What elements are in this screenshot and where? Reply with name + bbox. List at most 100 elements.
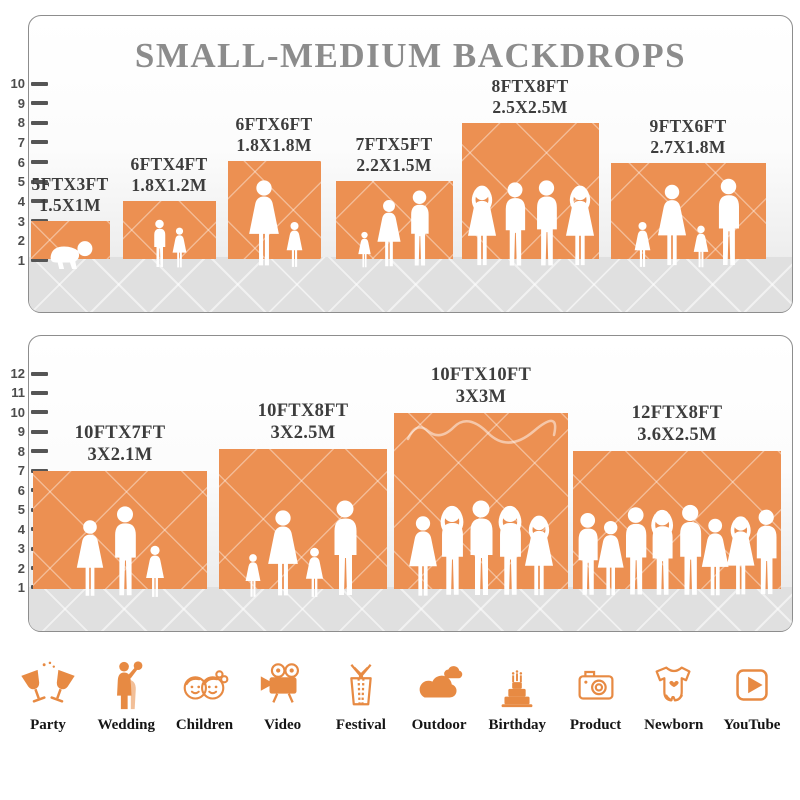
festival-icon bbox=[350, 664, 372, 706]
category-outdoor: Outdoor bbox=[403, 658, 475, 734]
silhouette-man bbox=[751, 507, 781, 599]
size-m: 3.6X2.5M bbox=[637, 425, 717, 445]
silhouette-woman bbox=[246, 179, 282, 269]
size-ft: 10FTX10FT bbox=[430, 365, 532, 385]
ruler-tick: 4 bbox=[0, 193, 51, 209]
figures-toddler-woman-man bbox=[336, 189, 453, 269]
size-ft: 6FTX4FT bbox=[130, 154, 208, 174]
silhouette-girl bbox=[144, 545, 166, 599]
backdrop-label-12x8ft: 12FTX8FT 3.6X2.5M bbox=[632, 402, 723, 446]
size-m: 2.5X2.5M bbox=[492, 97, 568, 117]
backdrop-label-5x3ft: 5FTX3FT 1.5X1M bbox=[32, 174, 109, 216]
figures-woman-man-girl bbox=[33, 505, 207, 599]
category-row: Party Wedding bbox=[0, 658, 800, 734]
silhouette-man bbox=[500, 181, 530, 269]
newborn-icon bbox=[655, 666, 691, 702]
backdrop-6x4ft bbox=[123, 201, 216, 259]
figures-five-adults bbox=[394, 499, 568, 599]
backdrop-10x8ft bbox=[219, 449, 387, 589]
category-label: Video bbox=[264, 717, 302, 733]
size-ft: 10FTX7FT bbox=[74, 423, 166, 443]
silhouette-girl bbox=[244, 553, 262, 599]
figures-family-of-four bbox=[611, 177, 766, 269]
backdrop-label-7x5ft: 7FTX5FT 2.2X1.5M bbox=[356, 134, 433, 176]
silhouette-man bbox=[531, 179, 562, 269]
ruler-tick-number: 7 bbox=[17, 134, 25, 150]
party-icon bbox=[21, 661, 75, 703]
ruler-tick-number: 3 bbox=[17, 213, 25, 229]
silhouette-girl bbox=[633, 221, 652, 269]
size-ft: 6FTX6FT bbox=[235, 114, 313, 134]
category-label: Product bbox=[569, 717, 622, 733]
ruler-tick: 8 bbox=[0, 443, 51, 459]
size-m: 3X2.1M bbox=[87, 445, 153, 465]
size-ft: 10FTX8FT bbox=[257, 401, 349, 421]
silhouette-woman bbox=[655, 183, 689, 269]
silhouette-man bbox=[328, 499, 362, 599]
video-icon bbox=[260, 663, 299, 703]
ruler-tick-number: 5 bbox=[17, 502, 25, 518]
silhouette-boy bbox=[151, 219, 168, 269]
figures-group-of-eight bbox=[573, 503, 781, 599]
ruler-tick-number: 6 bbox=[17, 154, 25, 170]
ruler-tick: 8 bbox=[0, 115, 51, 130]
backdrop-label-10x7ft: 10FTX7FT 3X2.1M bbox=[75, 422, 166, 466]
ruler-tick-dash bbox=[31, 101, 48, 106]
category-label: Birthday bbox=[488, 717, 547, 733]
category-newborn: Newborn bbox=[638, 658, 710, 734]
backdrop-label-10x8ft: 10FTX8FT 3X2.5M bbox=[258, 400, 349, 444]
bottom-panel: 12 11 10 9 8 7 6 5 4 3 2 1 10FTX7FT 3X2.1M 10FTX8FT… bbox=[11, 335, 793, 632]
ruler-tick: 9 bbox=[0, 424, 51, 439]
category-label: Outdoor bbox=[411, 717, 467, 733]
silhouette-woman bbox=[265, 509, 301, 599]
wedding-icon bbox=[117, 661, 143, 710]
size-ft: 9FTX6FT bbox=[649, 116, 727, 136]
ruler-tick-number: 8 bbox=[17, 443, 25, 459]
ruler-tick-dash bbox=[31, 160, 48, 165]
ruler-tick: 11 bbox=[0, 385, 51, 401]
ruler-tick-dash bbox=[31, 468, 48, 473]
ruler-tick-number: 7 bbox=[17, 463, 25, 479]
category-party: Party bbox=[12, 658, 84, 734]
ruler-tick: 10 bbox=[0, 76, 51, 91]
ruler-tick-number: 12 bbox=[10, 366, 25, 381]
bottom-ruler: 12 11 10 9 8 7 6 5 4 3 2 1 bbox=[0, 366, 51, 595]
ruler-tick-dash bbox=[31, 120, 48, 125]
figures-four-adults bbox=[462, 179, 599, 269]
size-m: 3X2.5M bbox=[270, 423, 336, 443]
silhouette-girl bbox=[692, 225, 710, 269]
silhouette-man bbox=[406, 189, 433, 269]
ruler-tick-dash bbox=[31, 199, 48, 204]
birthday-icon bbox=[501, 670, 533, 708]
category-label: Wedding bbox=[97, 717, 155, 733]
category-label: Party bbox=[30, 717, 66, 733]
size-ft: 12FTX8FT bbox=[631, 403, 723, 423]
figures-family-of-four bbox=[219, 499, 387, 599]
silhouette-girl bbox=[304, 547, 325, 599]
category-festival: Festival bbox=[325, 658, 397, 734]
ruler-tick: 7 bbox=[0, 134, 51, 150]
silhouette-woman-arms-up bbox=[563, 183, 597, 269]
backdrop-label-10x10ft: 10FTX10FT 3X3M bbox=[431, 364, 531, 408]
ruler-tick-number: 1 bbox=[17, 252, 25, 268]
category-birthday: Birthday bbox=[481, 658, 553, 734]
backdrop-label-6x6ft: 6FTX6FT 1.8X1.8M bbox=[236, 114, 313, 156]
ruler-tick: 12 bbox=[0, 366, 51, 381]
ruler-tick-number: 4 bbox=[17, 193, 25, 209]
page-title: SMALL-MEDIUM BACKDROPS bbox=[134, 36, 687, 75]
ruler-tick-number: 3 bbox=[17, 541, 25, 557]
size-m: 1.8X1.2M bbox=[131, 175, 207, 195]
watermark-script bbox=[406, 419, 557, 444]
category-label: Festival bbox=[335, 717, 386, 733]
ruler-tick-number: 6 bbox=[17, 482, 25, 498]
ruler-tick: 6 bbox=[0, 154, 51, 170]
outdoor-icon bbox=[419, 666, 463, 698]
ruler-tick-dash bbox=[31, 140, 48, 145]
size-m: 2.2X1.5M bbox=[356, 155, 432, 175]
silhouette-toddler bbox=[357, 231, 372, 269]
ruler-tick-dash bbox=[31, 371, 48, 376]
size-ft: 8FTX8FT bbox=[491, 76, 569, 96]
ruler-tick-number: 11 bbox=[11, 385, 25, 401]
category-product: Product bbox=[560, 658, 632, 734]
ruler-tick-dash bbox=[31, 449, 48, 454]
